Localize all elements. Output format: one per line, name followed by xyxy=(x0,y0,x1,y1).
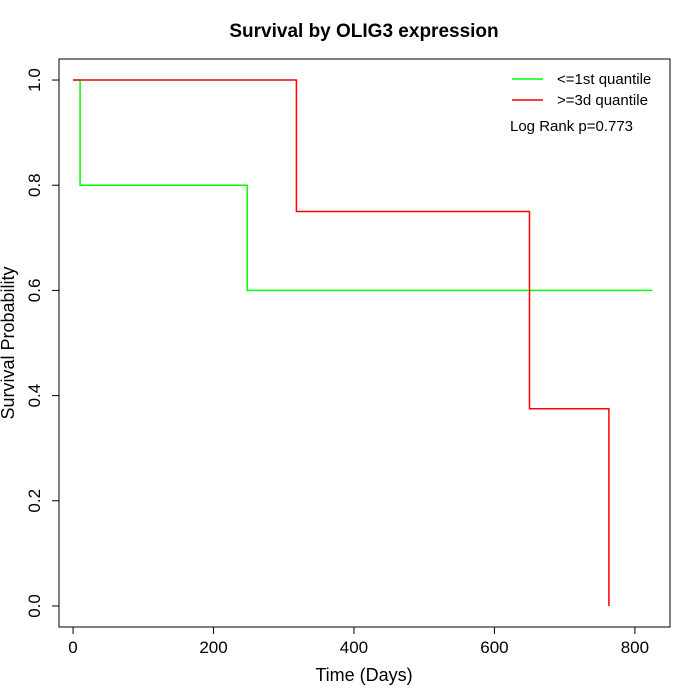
x-tick-label: 400 xyxy=(340,638,368,657)
y-tick-label: 0.2 xyxy=(25,489,44,513)
series-line-2 xyxy=(73,79,610,606)
x-tick-label: 600 xyxy=(480,638,508,657)
series-layer xyxy=(73,79,653,606)
y-tick-label: 0.0 xyxy=(25,594,44,618)
legend-label: >=3d quantile xyxy=(557,92,648,109)
x-axis-label: Time (Days) xyxy=(315,665,412,685)
y-axis-label: Survival Probability xyxy=(0,266,18,419)
y-tick-label: 0.4 xyxy=(25,384,44,408)
chart-title: Survival by OLIG3 expression xyxy=(229,21,498,42)
y-tick-label: 1.0 xyxy=(25,68,44,92)
legend: <=1st quantile >=3d quantile xyxy=(512,71,651,109)
y-tick-label: 0.8 xyxy=(25,173,44,197)
x-tick-label: 800 xyxy=(621,638,649,657)
y-axis: 0.0 0.2 0.4 0.6 0.8 1.0 xyxy=(25,68,60,618)
log-rank-annotation: Log Rank p=0.773 xyxy=(510,118,633,135)
x-axis: 0 200 400 600 800 xyxy=(68,626,649,657)
legend-label: <=1st quantile xyxy=(557,71,651,88)
x-tick-label: 0 xyxy=(68,638,77,657)
x-tick-label: 200 xyxy=(199,638,227,657)
y-tick-label: 0.6 xyxy=(25,279,44,303)
